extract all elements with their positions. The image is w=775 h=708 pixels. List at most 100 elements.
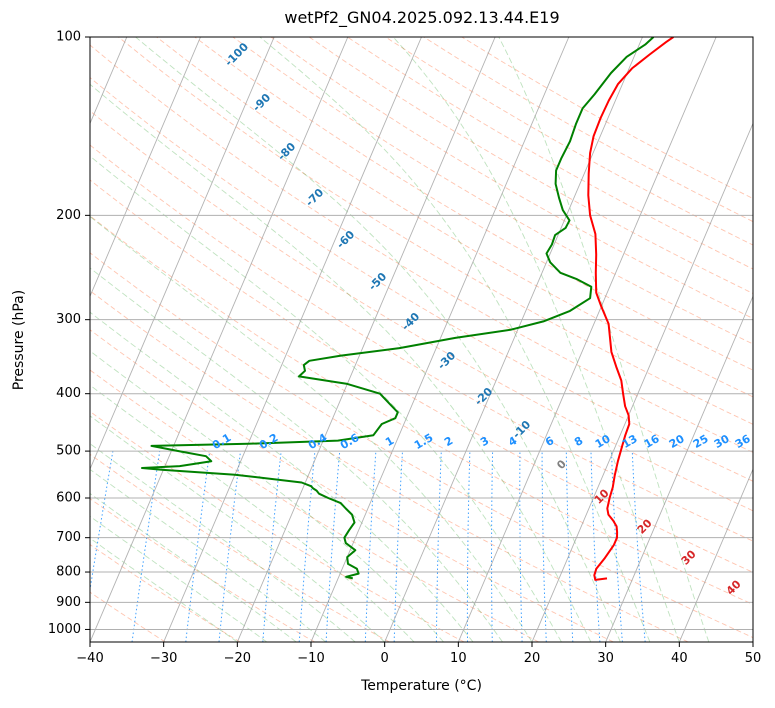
moist-adiabat [90, 515, 268, 642]
mixing-ratio-label: 1.5 [412, 431, 435, 452]
moist-adiabat [90, 468, 326, 642]
dry-adiabat [90, 179, 753, 573]
isotherm [90, 37, 349, 642]
mixing-ratio-line [218, 451, 241, 642]
dry-adiabat-label: -60 [334, 228, 357, 251]
isotherm [384, 37, 643, 642]
y-tick-label: 900 [56, 595, 81, 610]
dry-adiabat-label: -70 [303, 186, 326, 209]
isotherm [0, 37, 53, 642]
mixing-ratio-line [298, 451, 316, 642]
moist-adiabat [90, 443, 356, 642]
moist-adiabat [498, 37, 710, 642]
moist-adiabat [392, 37, 680, 642]
isotherm [531, 122, 753, 642]
isotherm [163, 37, 422, 642]
isotherm [605, 295, 753, 642]
isotherm [457, 37, 717, 642]
y-tick-label: 100 [56, 30, 81, 45]
mixing-ratio-line [590, 451, 601, 642]
x-tick-label: 10 [450, 651, 467, 666]
isotherm [752, 640, 753, 642]
mixing-ratio-label: 8 [572, 434, 585, 449]
dry-adiabat [347, 37, 753, 270]
mixing-ratio-label: 30 [712, 432, 732, 451]
dry-adiabat-label: -80 [275, 140, 298, 163]
mixing-ratio-label: 6 [543, 434, 556, 449]
isotherm [236, 37, 496, 642]
y-tick-label: 1000 [48, 622, 81, 637]
mixing-ratio-line [519, 451, 523, 642]
mixing-ratio-line [466, 451, 471, 642]
dry-adiabat [0, 37, 16, 642]
mixing-ratio-line [185, 451, 211, 642]
dry-adiabat [194, 37, 753, 371]
x-tick-label: −40 [76, 651, 103, 666]
mixing-ratio-line [631, 451, 646, 642]
mixing-ratio-line [131, 451, 161, 642]
dry-adiabat-label: 30 [679, 547, 699, 567]
dry-adiabat [90, 110, 753, 512]
y-tick-label: 400 [56, 386, 81, 401]
dry-adiabat [90, 329, 614, 642]
mixing-ratio-line [90, 451, 114, 593]
moist-adiabat [90, 415, 385, 642]
mixing-ratio-label: 10 [593, 432, 613, 451]
x-tick-label: 30 [597, 651, 614, 666]
dry-adiabat [90, 543, 241, 642]
mixing-ratio-label: 3 [478, 434, 491, 449]
dry-adiabat-label: -90 [250, 91, 273, 114]
mixing-ratio-line [262, 451, 282, 642]
y-tick-label: 200 [56, 208, 81, 223]
profile-series [141, 37, 674, 581]
y-tick-label: 800 [56, 565, 81, 580]
dry-adiabat-label: -20 [472, 385, 495, 408]
dry-adiabat [90, 453, 390, 642]
dry-adiabat-label: -40 [399, 310, 422, 333]
moist-adiabat [90, 492, 297, 642]
dry-adiabat [232, 37, 753, 345]
dry-adiabat [423, 37, 753, 223]
chart-title: wetPf2_GN04.2025.092.13.44.E19 [284, 8, 560, 27]
moist-adiabat [259, 37, 651, 642]
y-tick-label: 300 [56, 312, 81, 327]
axes: −40 −30 −20 −10 0 10 20 30 40 5010020030040050060… [48, 30, 761, 667]
isotherm [90, 37, 275, 471]
dewpoint-profile-line [141, 37, 655, 580]
dry-adiabat [90, 410, 465, 642]
moist-adiabat [90, 83, 592, 642]
mixing-ratio-label: 2 [442, 434, 455, 449]
moist-adiabat [90, 311, 474, 642]
dry-adiabat [90, 77, 753, 482]
background-lines [0, 37, 753, 642]
isotherm [678, 467, 753, 642]
moist-adiabat [90, 350, 444, 642]
dry-adiabat-label: -50 [366, 270, 389, 293]
dry-adiabat [461, 37, 753, 200]
isotherm [90, 37, 201, 298]
moist-adiabat [90, 155, 562, 642]
x-tick-label: −30 [150, 651, 177, 666]
x-tick-label: 50 [745, 651, 762, 666]
y-tick-label: 500 [56, 444, 81, 459]
dry-adiabat [90, 591, 166, 642]
mixing-ratio-label: 36 [733, 432, 753, 451]
dry-adiabat [308, 37, 753, 294]
dry-adiabat [90, 215, 753, 605]
dry-adiabat [90, 252, 753, 639]
dry-adiabat [90, 498, 315, 642]
mixing-ratio-label: 0.1 [210, 431, 233, 452]
mixing-ratio-label: 0.6 [338, 431, 362, 452]
x-tick-label: 20 [524, 651, 541, 666]
moist-adiabat [90, 215, 533, 642]
y-tick-label: 700 [56, 530, 81, 545]
moist-adiabat [90, 267, 503, 642]
dry-adiabat [90, 290, 689, 642]
temperature-profile-line [587, 37, 674, 581]
moist-adiabat [135, 37, 621, 642]
mixing-ratio-line [491, 451, 494, 642]
dry-adiabat [90, 641, 91, 642]
moist-adiabat [90, 537, 238, 642]
dry-adiabat [156, 37, 753, 398]
